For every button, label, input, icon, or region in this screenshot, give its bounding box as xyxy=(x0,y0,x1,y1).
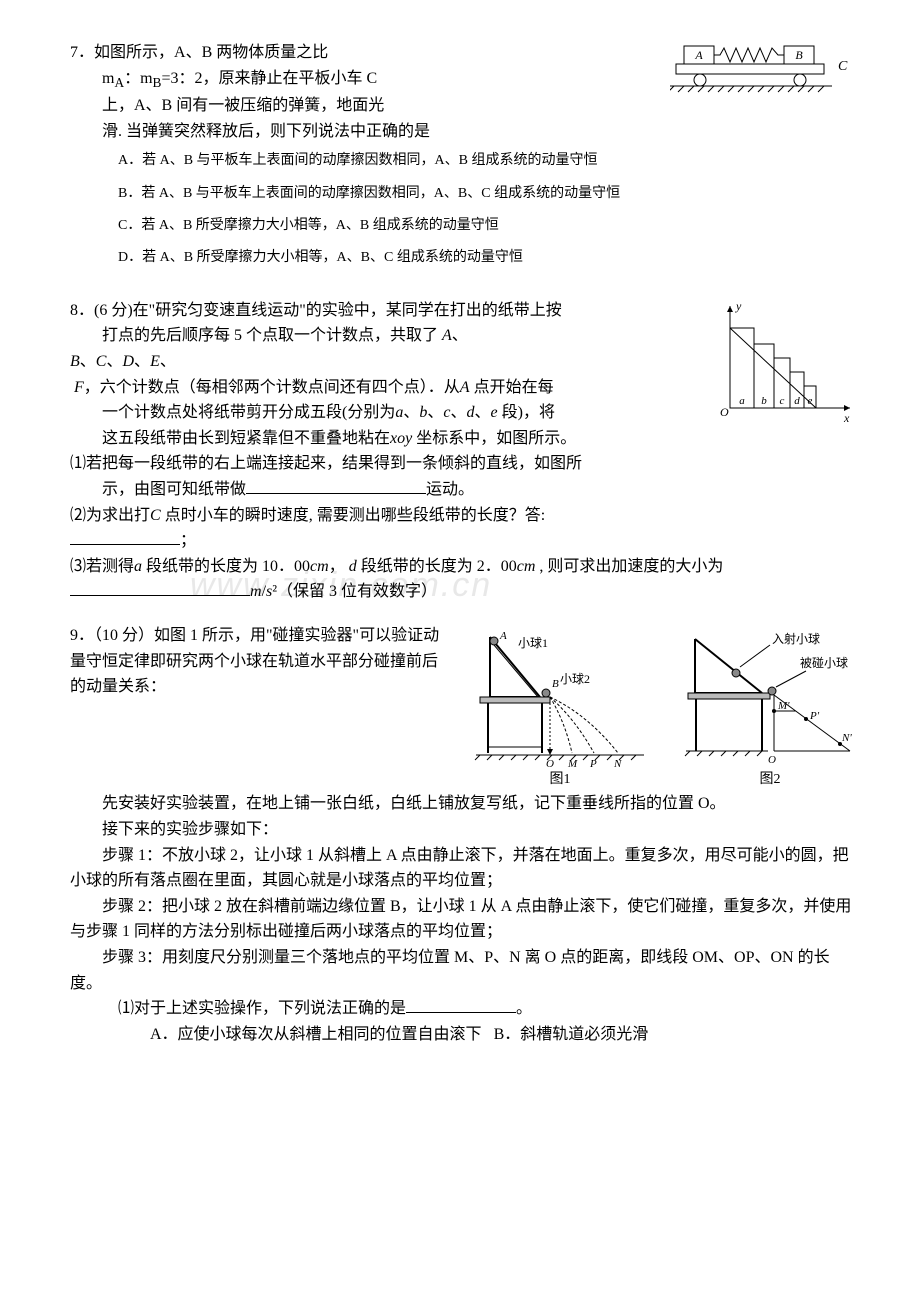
q9-fig1: A 小球1 B 小球2 O M P N 图1 xyxy=(470,627,650,791)
svg-text:P: P xyxy=(589,758,597,767)
svg-text:b: b xyxy=(761,395,767,407)
q9-option-b[interactable]: B．斜槽轨道必须光滑 xyxy=(494,1026,649,1043)
svg-text:d: d xyxy=(794,395,800,407)
q8-p3: B、C、D、E、 xyxy=(70,353,176,370)
q8-p5: 一个计数点处将纸带剪开分成五段(分别为a、b、c、d、e 段)，将 xyxy=(70,400,555,426)
q8-axis-x: x xyxy=(843,411,850,425)
q7-option-b[interactable]: B．若 A、B 与平板车上表面间的动摩擦因数相同，A、B、C 组成系统的动量守恒 xyxy=(118,183,860,205)
svg-text:N': N' xyxy=(841,732,852,744)
question-8: www zixin com.cn O x y abcde 8．(6 分)在"研究… xyxy=(70,298,860,605)
svg-text:B: B xyxy=(552,678,559,690)
q7-body: A B C 7．如图所示，A、B 两物体质量之比 mA：mB=3：2，原来静止在… xyxy=(70,40,860,144)
q7-label-a: A xyxy=(694,48,703,62)
q8-sub2-end: ； xyxy=(180,532,196,549)
q7-line4: 滑. 当弹簧突然释放后，则下列说法中正确的是 xyxy=(70,123,430,140)
svg-text:小球2: 小球2 xyxy=(560,672,590,686)
q9-figures: A 小球1 B 小球2 O M P N 图1 xyxy=(460,627,860,791)
q8-blank-2[interactable] xyxy=(70,529,180,545)
q9-steps: 接下来的实验步骤如下： 步骤 1：不放小球 2，让小球 1 从斜槽上 A 点由静… xyxy=(70,817,860,1047)
q8-blank-1[interactable] xyxy=(246,478,426,494)
svg-text:c: c xyxy=(780,395,785,407)
svg-text:a: a xyxy=(739,395,745,407)
svg-text:N: N xyxy=(613,758,622,767)
q8-blank-3[interactable] xyxy=(70,580,250,596)
q9-option-a[interactable]: A．应使小球每次从斜槽上相同的位置自由滚下 xyxy=(150,1026,482,1043)
q8-origin: O xyxy=(720,405,729,419)
q8-p2: 打点的先后顺序每 5 个点取一个计数点，共取了 A、 xyxy=(70,323,468,349)
svg-text:A: A xyxy=(499,630,507,642)
q8-figure: O x y abcde xyxy=(710,298,860,428)
q7-num: 7． xyxy=(70,44,94,61)
svg-text:被碰小球: 被碰小球 xyxy=(800,656,848,670)
q9-step2: 步骤 2：把小球 2 放在斜槽前端边缘位置 B，让小球 1 从 A 点由静止滚下… xyxy=(70,894,860,945)
q8-p6: 这五段纸带由长到短紧靠但不重叠地粘在xoy 坐标系中，如图所示。 xyxy=(70,426,576,452)
question-9: A 小球1 B 小球2 O M P N 图1 xyxy=(70,623,860,1047)
svg-text:O: O xyxy=(546,758,554,767)
q9-p3: 接下来的实验步骤如下： xyxy=(70,817,278,843)
q7-m1: m xyxy=(102,70,114,87)
q9-num: 9．（10 分） xyxy=(70,627,154,644)
svg-text:入射小球: 入射小球 xyxy=(772,631,820,646)
q8-sub3: ⑶若测得a 段纸带的长度为 10．00cm， d 段纸带的长度为 2．00cm … xyxy=(70,558,723,601)
q8-num: 8．(6 分) xyxy=(70,302,133,319)
q8-sub2: ⑵为求出打C 点时小车的瞬时速度, 需要测出哪些段纸带的长度？答: xyxy=(70,507,545,524)
q9-p2: 先安装好实验装置，在地上铺一张白纸，白纸上铺放复写纸，记下重垂线所指的位置 O。 xyxy=(70,791,726,817)
q7-option-d[interactable]: D．若 A、B 所受摩擦力大小相等，A、B、C 组成系统的动量守恒 xyxy=(118,247,860,269)
svg-text:P': P' xyxy=(809,710,820,722)
question-7: A B C 7．如图所示，A、B 两物体质量之比 mA：mB=3：2，原来静止在… xyxy=(70,40,860,280)
q8-sub1b: 示，由图可知纸带做运动。 xyxy=(70,481,474,498)
q9-step1: 步骤 1：不放小球 2，让小球 1 从斜槽上 A 点由静止滚下，并落在地面上。重… xyxy=(70,843,860,894)
svg-text:小球1: 小球1 xyxy=(518,636,548,650)
q7-figure: A B C xyxy=(670,36,860,96)
svg-text:O: O xyxy=(768,754,776,766)
q9-fig1-caption: 图1 xyxy=(470,769,650,791)
q7-options: A．若 A、B 与平板车上表面间的动摩擦因数相同，A、B 组成系统的动量守恒 B… xyxy=(70,150,860,270)
q7-m2: ：m xyxy=(124,70,152,87)
q8-p4: F，六个计数点（每相邻两个计数点间还有四个点）．从A 点开始在每 xyxy=(70,379,554,396)
q9-fig2-caption: 图2 xyxy=(680,769,860,791)
q7-line2: =3：2，原来静止在平板小车 C xyxy=(161,70,377,87)
q9-blank-1[interactable] xyxy=(406,997,516,1013)
q7-option-c[interactable]: C．若 A、B 所受摩擦力大小相等，A、B 组成系统的动量守恒 xyxy=(118,215,860,237)
q9-fig2: 入射小球 被碰小球 xyxy=(680,627,860,791)
q8-sub1: ⑴若把每一段纸带的右上端连接起来，结果得到一条倾斜的直线，如图所 xyxy=(70,455,582,472)
q9-sub1: ⑴对于上述实验操作，下列说法正确的是。 xyxy=(70,1000,532,1017)
q8-axis-y: y xyxy=(735,299,742,313)
q7-line3: 上，A、B 间有一被压缩的弹簧，地面光 xyxy=(70,97,384,114)
q9-step3: 步骤 3：用刻度尺分别测量三个落地点的平均位置 M、P、N 离 O 点的距离，即… xyxy=(70,945,860,996)
svg-text:M: M xyxy=(567,758,578,767)
q7-label-c: C xyxy=(838,59,848,74)
q7-sub-a: A xyxy=(114,75,124,90)
q7-line1: 如图所示，A、B 两物体质量之比 xyxy=(94,44,328,61)
svg-text:M': M' xyxy=(777,700,790,712)
q8-p1: 在"研究匀变速直线运动"的实验中，某同学在打出的纸带上按 xyxy=(133,302,562,319)
q9-opts-row: A．应使小球每次从斜槽上相同的位置自由滚下 B．斜槽轨道必须光滑 xyxy=(70,1026,648,1043)
q7-option-a[interactable]: A．若 A、B 与平板车上表面间的动摩擦因数相同，A、B 组成系统的动量守恒 xyxy=(118,150,860,172)
q7-label-b: B xyxy=(795,48,803,62)
